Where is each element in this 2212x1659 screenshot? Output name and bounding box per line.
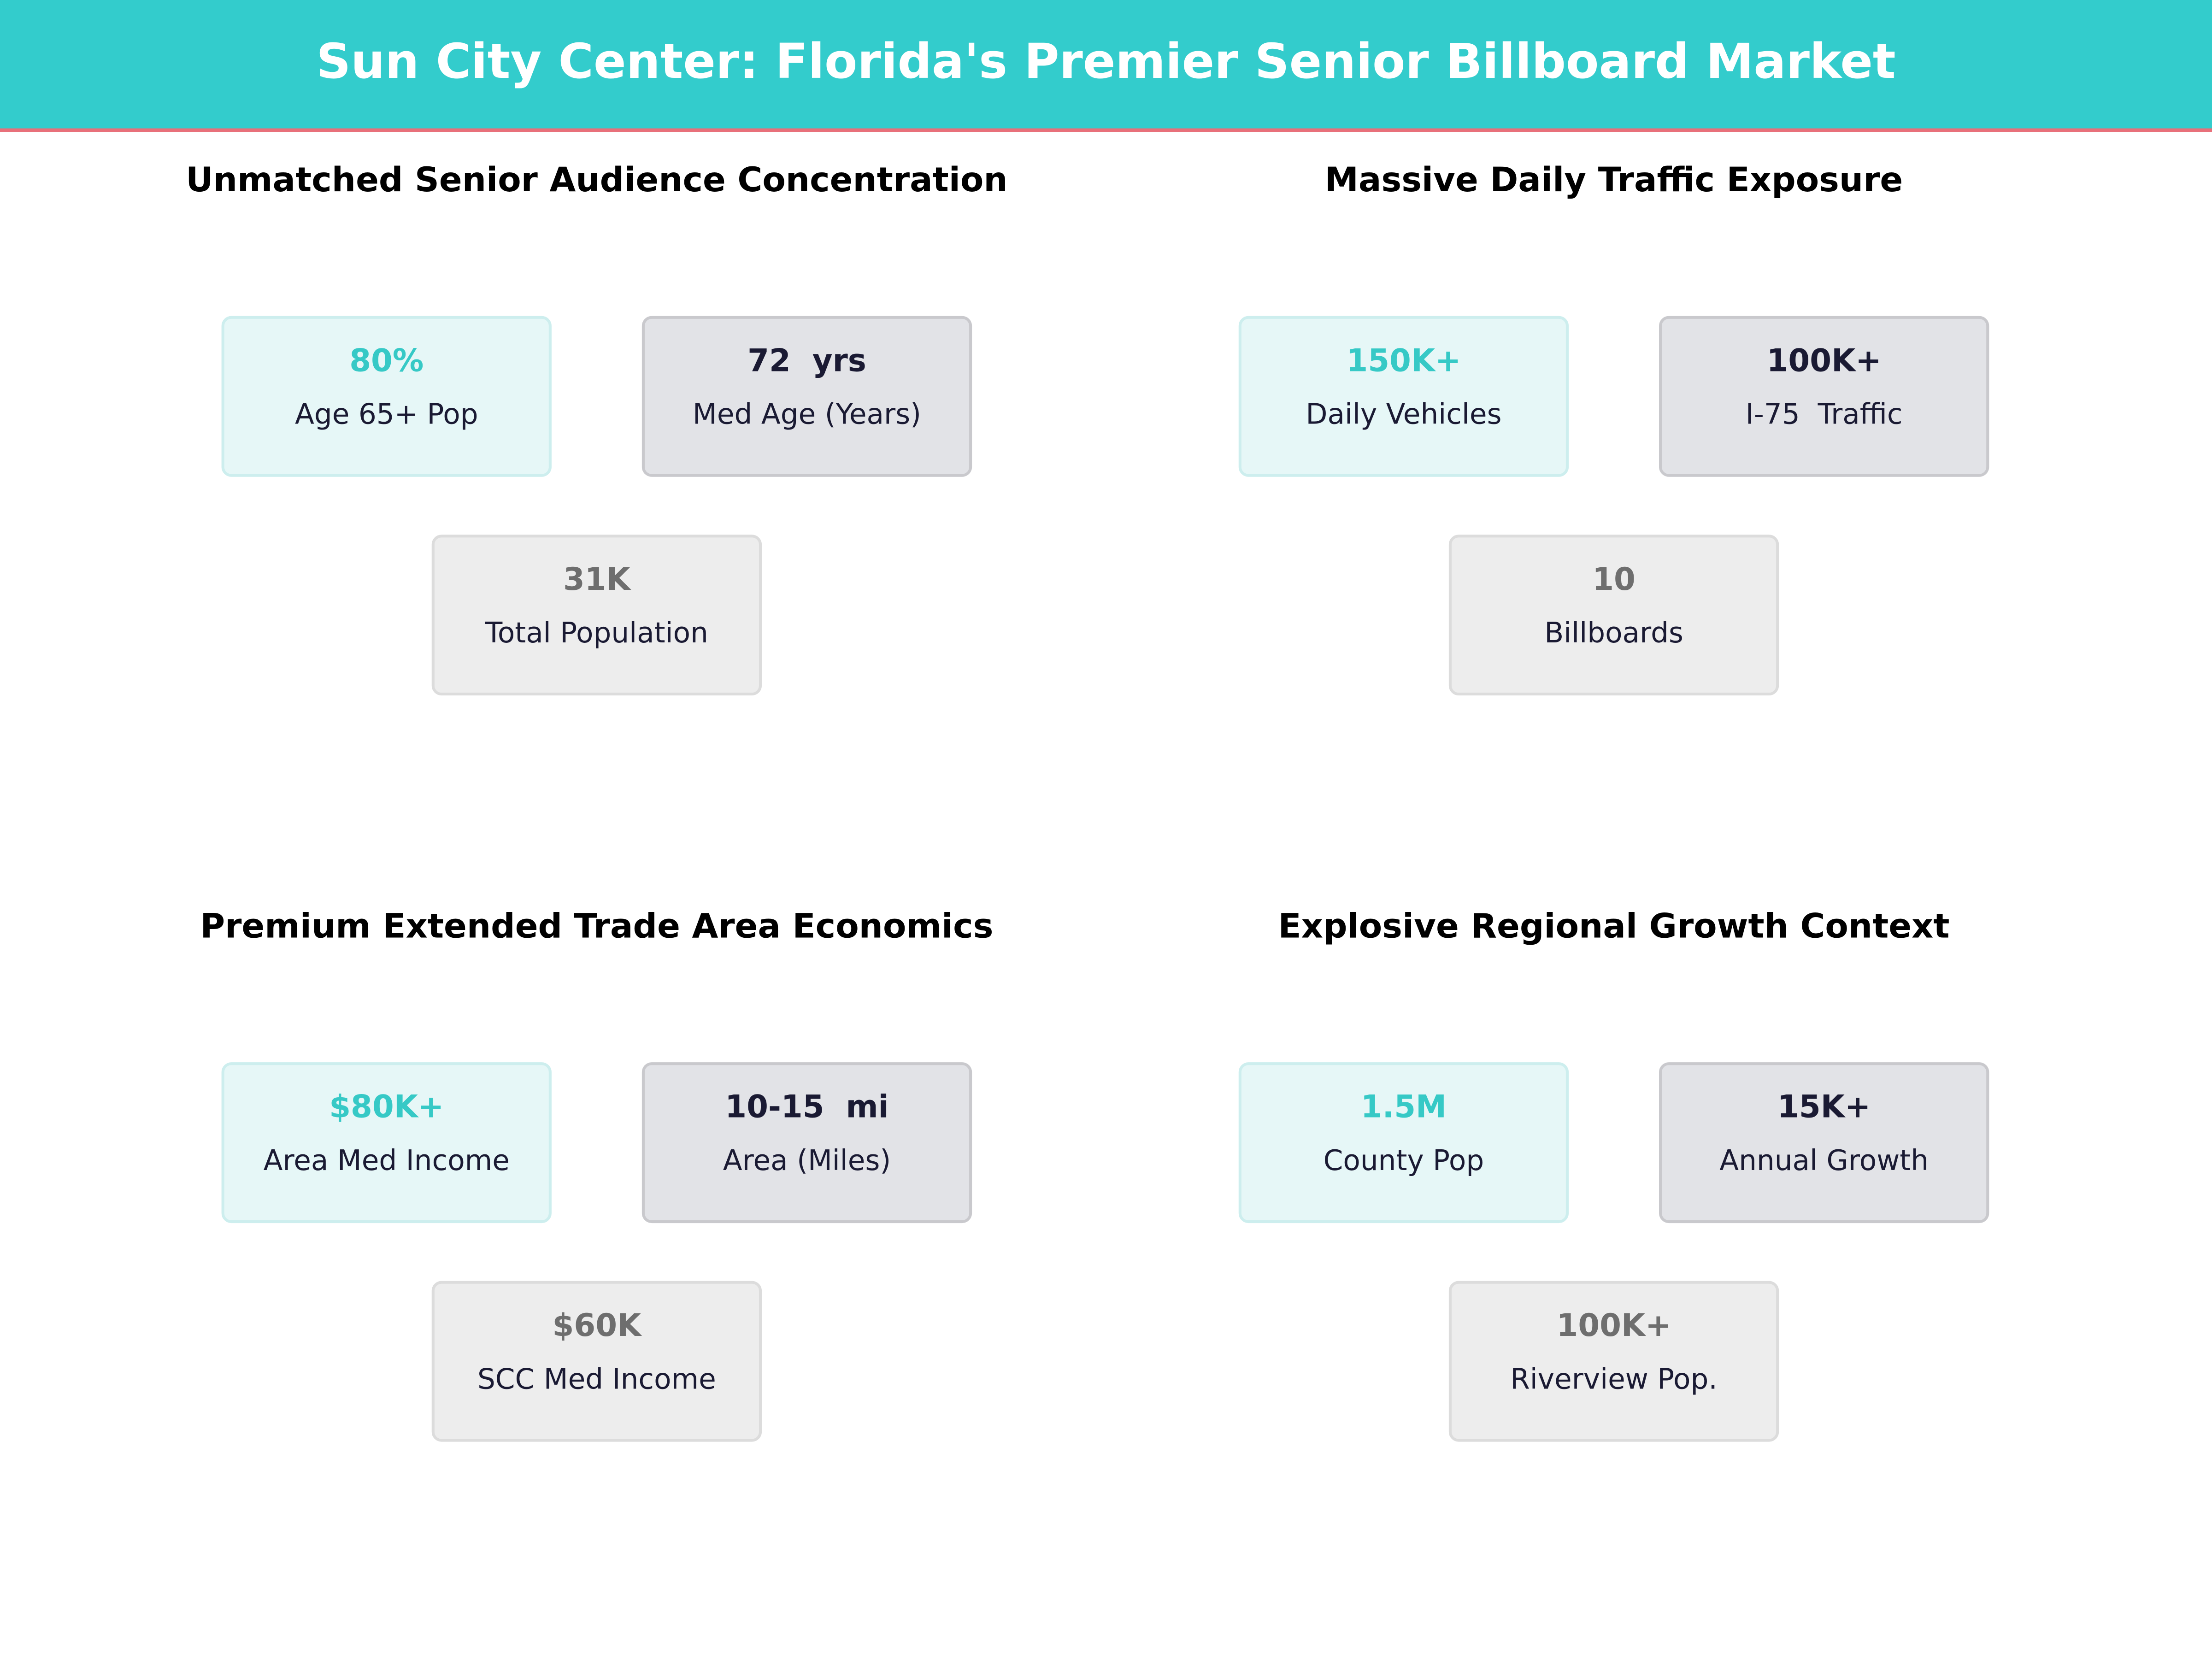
- metric-value: $60K: [553, 1307, 643, 1343]
- metric-card: [1448, 535, 1779, 696]
- metric-value: 15K+: [1777, 1088, 1871, 1125]
- metric-card: [221, 1062, 552, 1224]
- metric-label: Daily Vehicles: [1306, 398, 1501, 431]
- panel-title: Premium Extended Trade Area Economics: [200, 906, 993, 946]
- metric-label: Area Med Income: [264, 1144, 510, 1177]
- header-rule: [0, 128, 2212, 132]
- header-title: Sun City Center: Florida's Premier Senio…: [316, 33, 1895, 89]
- metric-card: [1659, 1062, 1989, 1224]
- metric-label: SCC Med Income: [477, 1363, 716, 1396]
- metric-value: 100K+: [1767, 342, 1882, 378]
- metric-card: [431, 1281, 762, 1442]
- metric-label: Age 65+ Pop: [295, 398, 478, 431]
- metric-label: I-75 Traffic: [1746, 398, 1903, 431]
- metric-value: 10: [1592, 561, 1635, 597]
- metric-label: Annual Growth: [1719, 1144, 1929, 1177]
- metric-value: 10-15 mi: [725, 1088, 888, 1125]
- metric-value: $80K+: [329, 1088, 444, 1125]
- metric-card: [431, 535, 762, 696]
- metric-card: [1238, 1062, 1569, 1224]
- metric-card: [641, 1062, 972, 1224]
- metric-label: County Pop: [1324, 1144, 1484, 1177]
- metric-card: [221, 316, 552, 477]
- metric-label: Med Age (Years): [693, 398, 921, 431]
- metric-card: [1448, 1281, 1779, 1442]
- metric-value: 100K+: [1556, 1307, 1671, 1343]
- panel-title: Massive Daily Traffic Exposure: [1325, 160, 1903, 200]
- metric-label: Total Population: [485, 617, 708, 649]
- metric-card: [641, 316, 972, 477]
- metric-value: 31K: [563, 561, 632, 597]
- metric-value: 150K+: [1346, 342, 1461, 378]
- metric-label: Riverview Pop.: [1510, 1363, 1718, 1396]
- metric-value: 1.5M: [1361, 1088, 1447, 1125]
- metric-label: Billboards: [1544, 617, 1683, 649]
- metric-value: 72 yrs: [747, 342, 866, 378]
- metric-label: Area (Miles): [723, 1144, 891, 1177]
- panel-title: Explosive Regional Growth Context: [1278, 906, 1950, 946]
- metric-card: [1238, 316, 1569, 477]
- panel-title: Unmatched Senior Audience Concentration: [186, 160, 1008, 200]
- header-band: [0, 0, 2212, 130]
- metric-value: 80%: [349, 342, 424, 378]
- metric-card: [1659, 316, 1989, 477]
